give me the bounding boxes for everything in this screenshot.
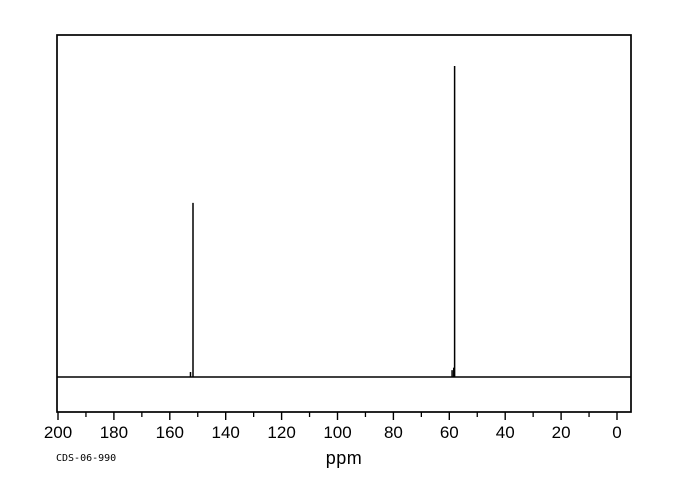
xaxis-tick-label: 40 bbox=[496, 423, 515, 442]
catalog-id-label: CDS-06-990 bbox=[56, 453, 117, 464]
xaxis-tick-label: 200 bbox=[44, 423, 72, 442]
xaxis-tick-label: 0 bbox=[612, 423, 621, 442]
xaxis-tick-label: 80 bbox=[384, 423, 403, 442]
xaxis-tick-label: 140 bbox=[212, 423, 240, 442]
xaxis-unit-label: ppm bbox=[325, 448, 363, 468]
xaxis-tick-label: 60 bbox=[440, 423, 459, 442]
xaxis-tick-label: 100 bbox=[323, 423, 351, 442]
xaxis-tick-label: 180 bbox=[100, 423, 128, 442]
plot-frame bbox=[56, 34, 632, 413]
xaxis-tick-label: 120 bbox=[267, 423, 295, 442]
xaxis-tick-label: 20 bbox=[552, 423, 571, 442]
xaxis-tick-label: 160 bbox=[156, 423, 184, 442]
